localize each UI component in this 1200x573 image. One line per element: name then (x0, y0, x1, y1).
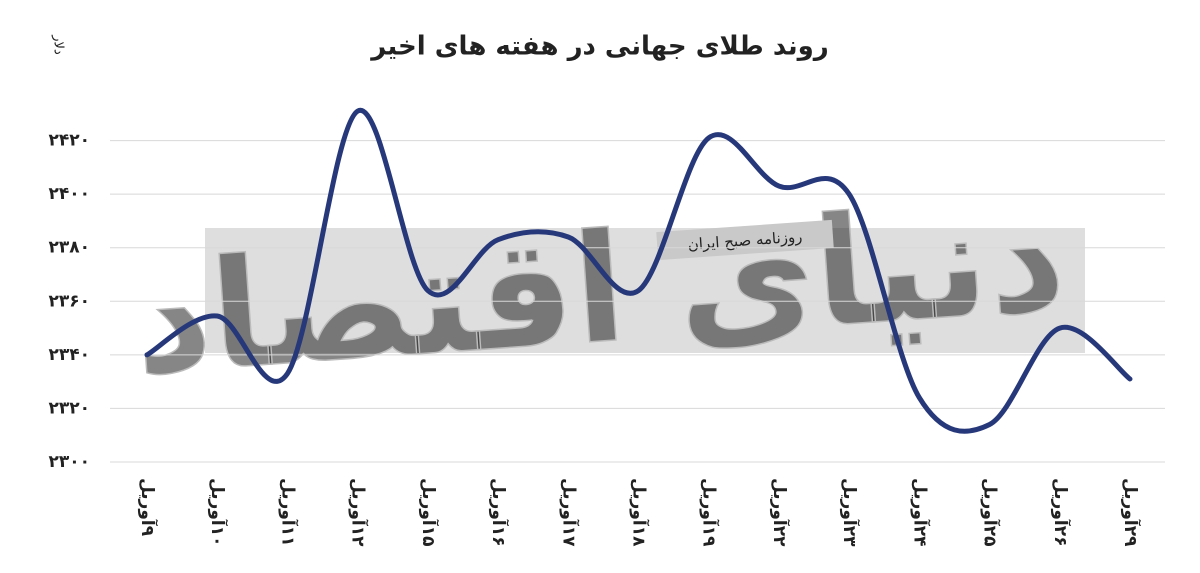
watermark-tag: روزنامه صبح ایران (656, 219, 834, 261)
x-tick-label: ۲۵آوریل (980, 478, 1002, 547)
watermark-tag-box (656, 219, 834, 261)
y-tick-label: ۲۳۲۰ (48, 398, 90, 418)
x-tick-label: ۱۸آوریل (629, 478, 651, 547)
x-tick-label: ۱۰آوریل (207, 478, 229, 547)
y-tick-label: ۲۳۶۰ (48, 291, 90, 311)
y-tick-label: ۲۴۲۰ (48, 131, 90, 151)
watermark-logo: دنیای اقتصاد (128, 171, 1070, 410)
x-tick-label: ۲۶آوریل (1050, 478, 1072, 547)
line-series (144, 108, 1133, 434)
y-tick-label: ۲۳۴۰ (48, 345, 90, 365)
x-tick-label: ۱۹آوریل (699, 478, 721, 547)
x-tick-label: ۲۴آوریل (909, 478, 931, 547)
x-tick-label: ۹آوریل (137, 478, 159, 537)
chart-title: روند طلای جهانی در هفته های اخیر (369, 32, 829, 62)
x-tick-label: ۱۲آوریل (348, 478, 370, 547)
x-tick-label: ۱۱آوریل (277, 478, 299, 547)
watermark-band (205, 228, 1085, 353)
x-tick-label: ۲۳آوریل (839, 478, 861, 547)
y-tick-label: ۲۴۰۰ (48, 184, 90, 204)
x-tick-label: ۱۶آوریل (488, 478, 510, 547)
x-tick-label: ۲۲آوریل (769, 478, 791, 547)
y-axis-label: دلار (51, 34, 66, 55)
x-tick-label: ۱۷آوریل (558, 478, 580, 547)
y-tick-label: ۲۳۰۰ (48, 452, 90, 472)
x-tick-label: ۲۹آوریل (1120, 478, 1142, 547)
y-tick-label: ۲۳۸۰ (48, 238, 90, 258)
x-tick-label: ۱۵آوریل (418, 478, 440, 547)
